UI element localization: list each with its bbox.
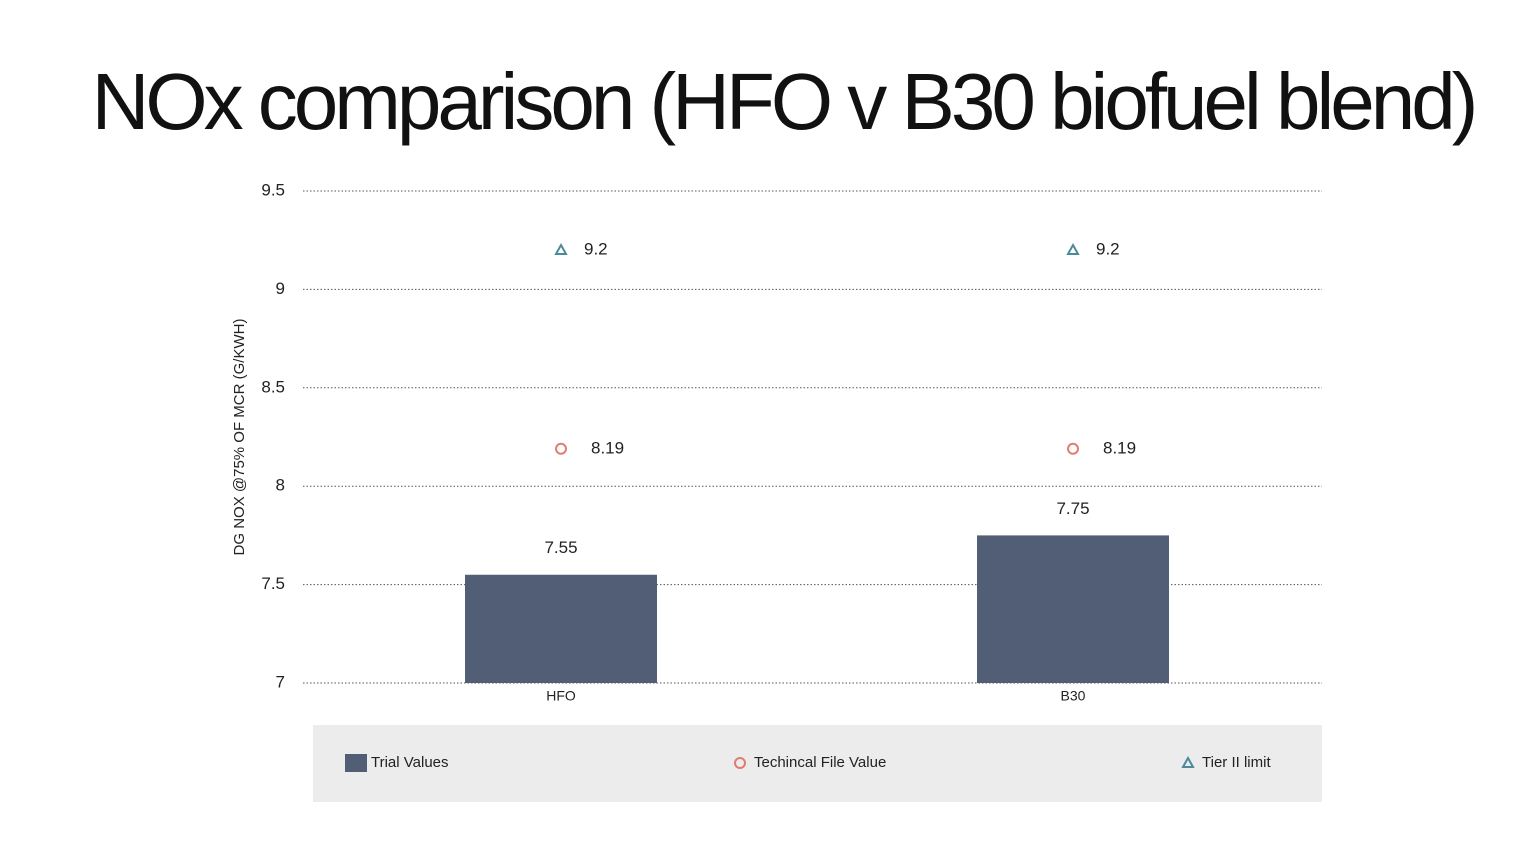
y-tick-label: 9.5 xyxy=(261,180,285,199)
legend-swatch xyxy=(734,757,746,769)
value-label: 7.75 xyxy=(1056,499,1089,518)
value-label: 9.2 xyxy=(584,240,608,259)
marker-triangle xyxy=(1066,242,1080,256)
x-tick-label: B30 xyxy=(1061,688,1086,704)
legend-swatch xyxy=(1181,755,1195,768)
legend-swatch xyxy=(345,754,367,772)
marker-triangle xyxy=(554,242,568,256)
marker-circle xyxy=(1067,442,1079,455)
y-tick-label: 9 xyxy=(276,279,285,298)
legend-label: Trial Values xyxy=(371,754,449,771)
bar xyxy=(977,535,1169,683)
value-label: 7.55 xyxy=(544,538,577,557)
y-tick-label: 8 xyxy=(276,476,285,495)
y-tick-label: 8.5 xyxy=(261,377,285,396)
y-axis-title: DG NOX @75% OF MCR (G/KWH) xyxy=(231,319,248,556)
chart-title: NOx comparison (HFO v B30 biofuel blend) xyxy=(92,57,1475,146)
marker-circle xyxy=(555,442,567,455)
value-label: 9.2 xyxy=(1096,240,1120,259)
y-tick-label: 7.5 xyxy=(261,574,285,593)
legend-label: Tier II limit xyxy=(1202,754,1271,771)
y-tick-label: 7 xyxy=(276,672,285,691)
value-label: 8.19 xyxy=(1103,438,1136,457)
legend-label: Techincal File Value xyxy=(754,754,886,771)
value-label: 8.19 xyxy=(591,438,624,457)
legend xyxy=(313,725,1322,802)
bar xyxy=(465,574,657,683)
x-tick-label: HFO xyxy=(546,688,576,704)
